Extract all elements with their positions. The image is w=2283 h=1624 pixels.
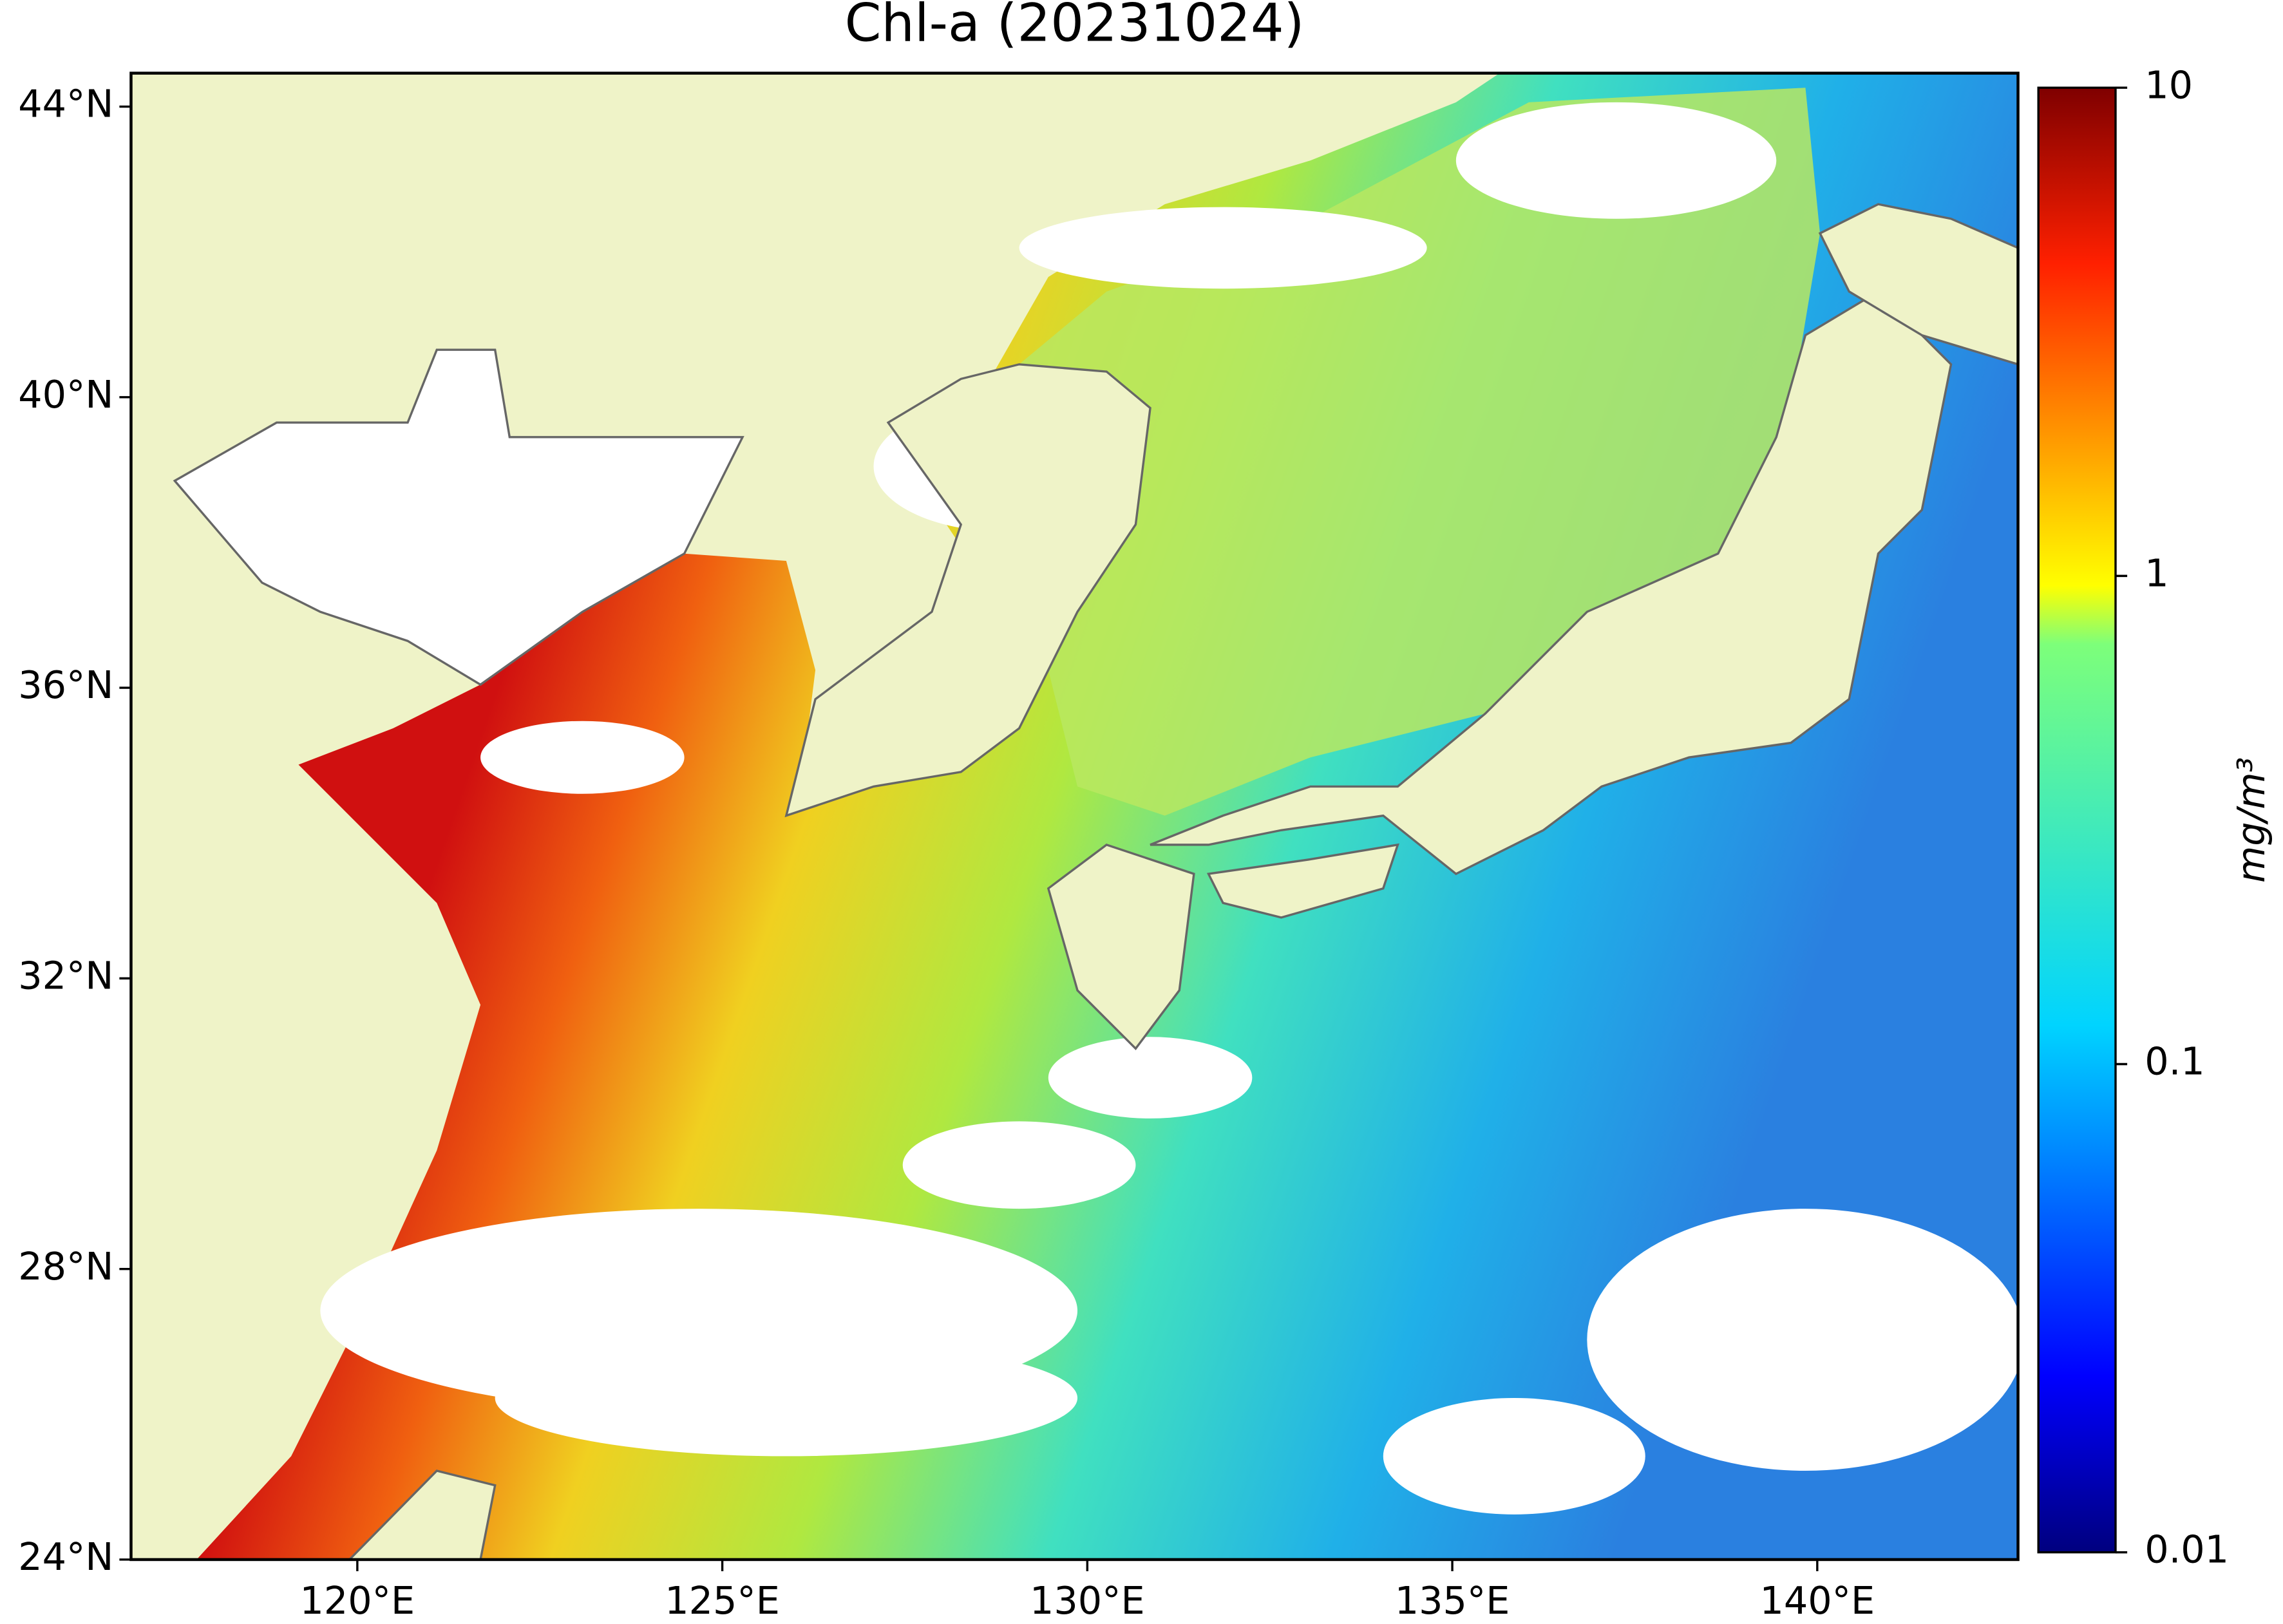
chart-title: Chl-a (20231024) <box>845 0 1305 54</box>
x-tick-label: 135°E <box>1395 1578 1510 1623</box>
x-tick-label: 125°E <box>665 1578 780 1623</box>
colorbar <box>2037 86 2117 1554</box>
y-tick-label: 36°N <box>18 663 113 707</box>
land-outlines <box>348 203 2018 1560</box>
y-tick-label: 40°N <box>18 372 113 417</box>
y-tick-label: 32°N <box>18 953 113 997</box>
x-tick-label: 130°E <box>1030 1578 1145 1623</box>
colorbar-tick-label: 0.1 <box>2145 1039 2204 1084</box>
colorbar-label: mg/m³ <box>2229 757 2273 883</box>
y-tick-label: 28°N <box>18 1244 113 1289</box>
map <box>131 73 2018 1560</box>
x-tick-label: 120°E <box>300 1578 415 1623</box>
x-tick-label: 140°E <box>1759 1578 1875 1623</box>
colorbar-tick-label: 0.01 <box>2145 1527 2229 1572</box>
colorbar-tick-label: 1 <box>2145 551 2168 595</box>
clouds <box>320 102 2018 1515</box>
y-tick-label: 44°N <box>18 82 113 126</box>
bohai <box>173 348 744 686</box>
colorbar-tick-label: 10 <box>2145 62 2193 107</box>
y-tick-label: 24°N <box>18 1534 113 1579</box>
map-frame <box>129 71 2020 1562</box>
